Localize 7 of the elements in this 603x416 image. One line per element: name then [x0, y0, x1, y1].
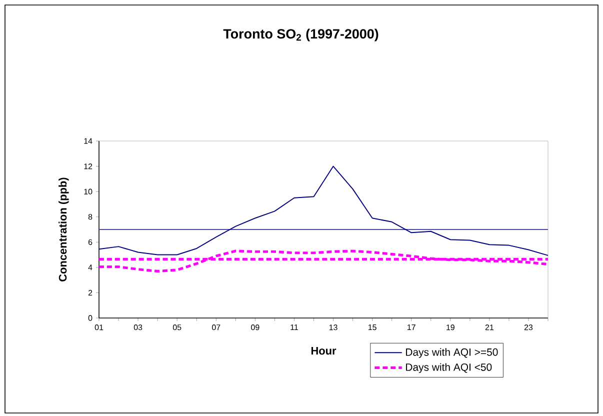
y-axis-title: Concentration (ppb) — [58, 178, 69, 282]
line-series — [98, 166, 549, 256]
chart-title: Toronto SO$_{2}$ (1997-2000) — [223, 28, 378, 42]
legend-label: Days with AQI <50 — [406, 363, 492, 373]
line-series — [98, 250, 550, 273]
legend-label: Days with AQI >=50 — [406, 348, 498, 358]
x-axis-title: Hour — [311, 347, 336, 355]
